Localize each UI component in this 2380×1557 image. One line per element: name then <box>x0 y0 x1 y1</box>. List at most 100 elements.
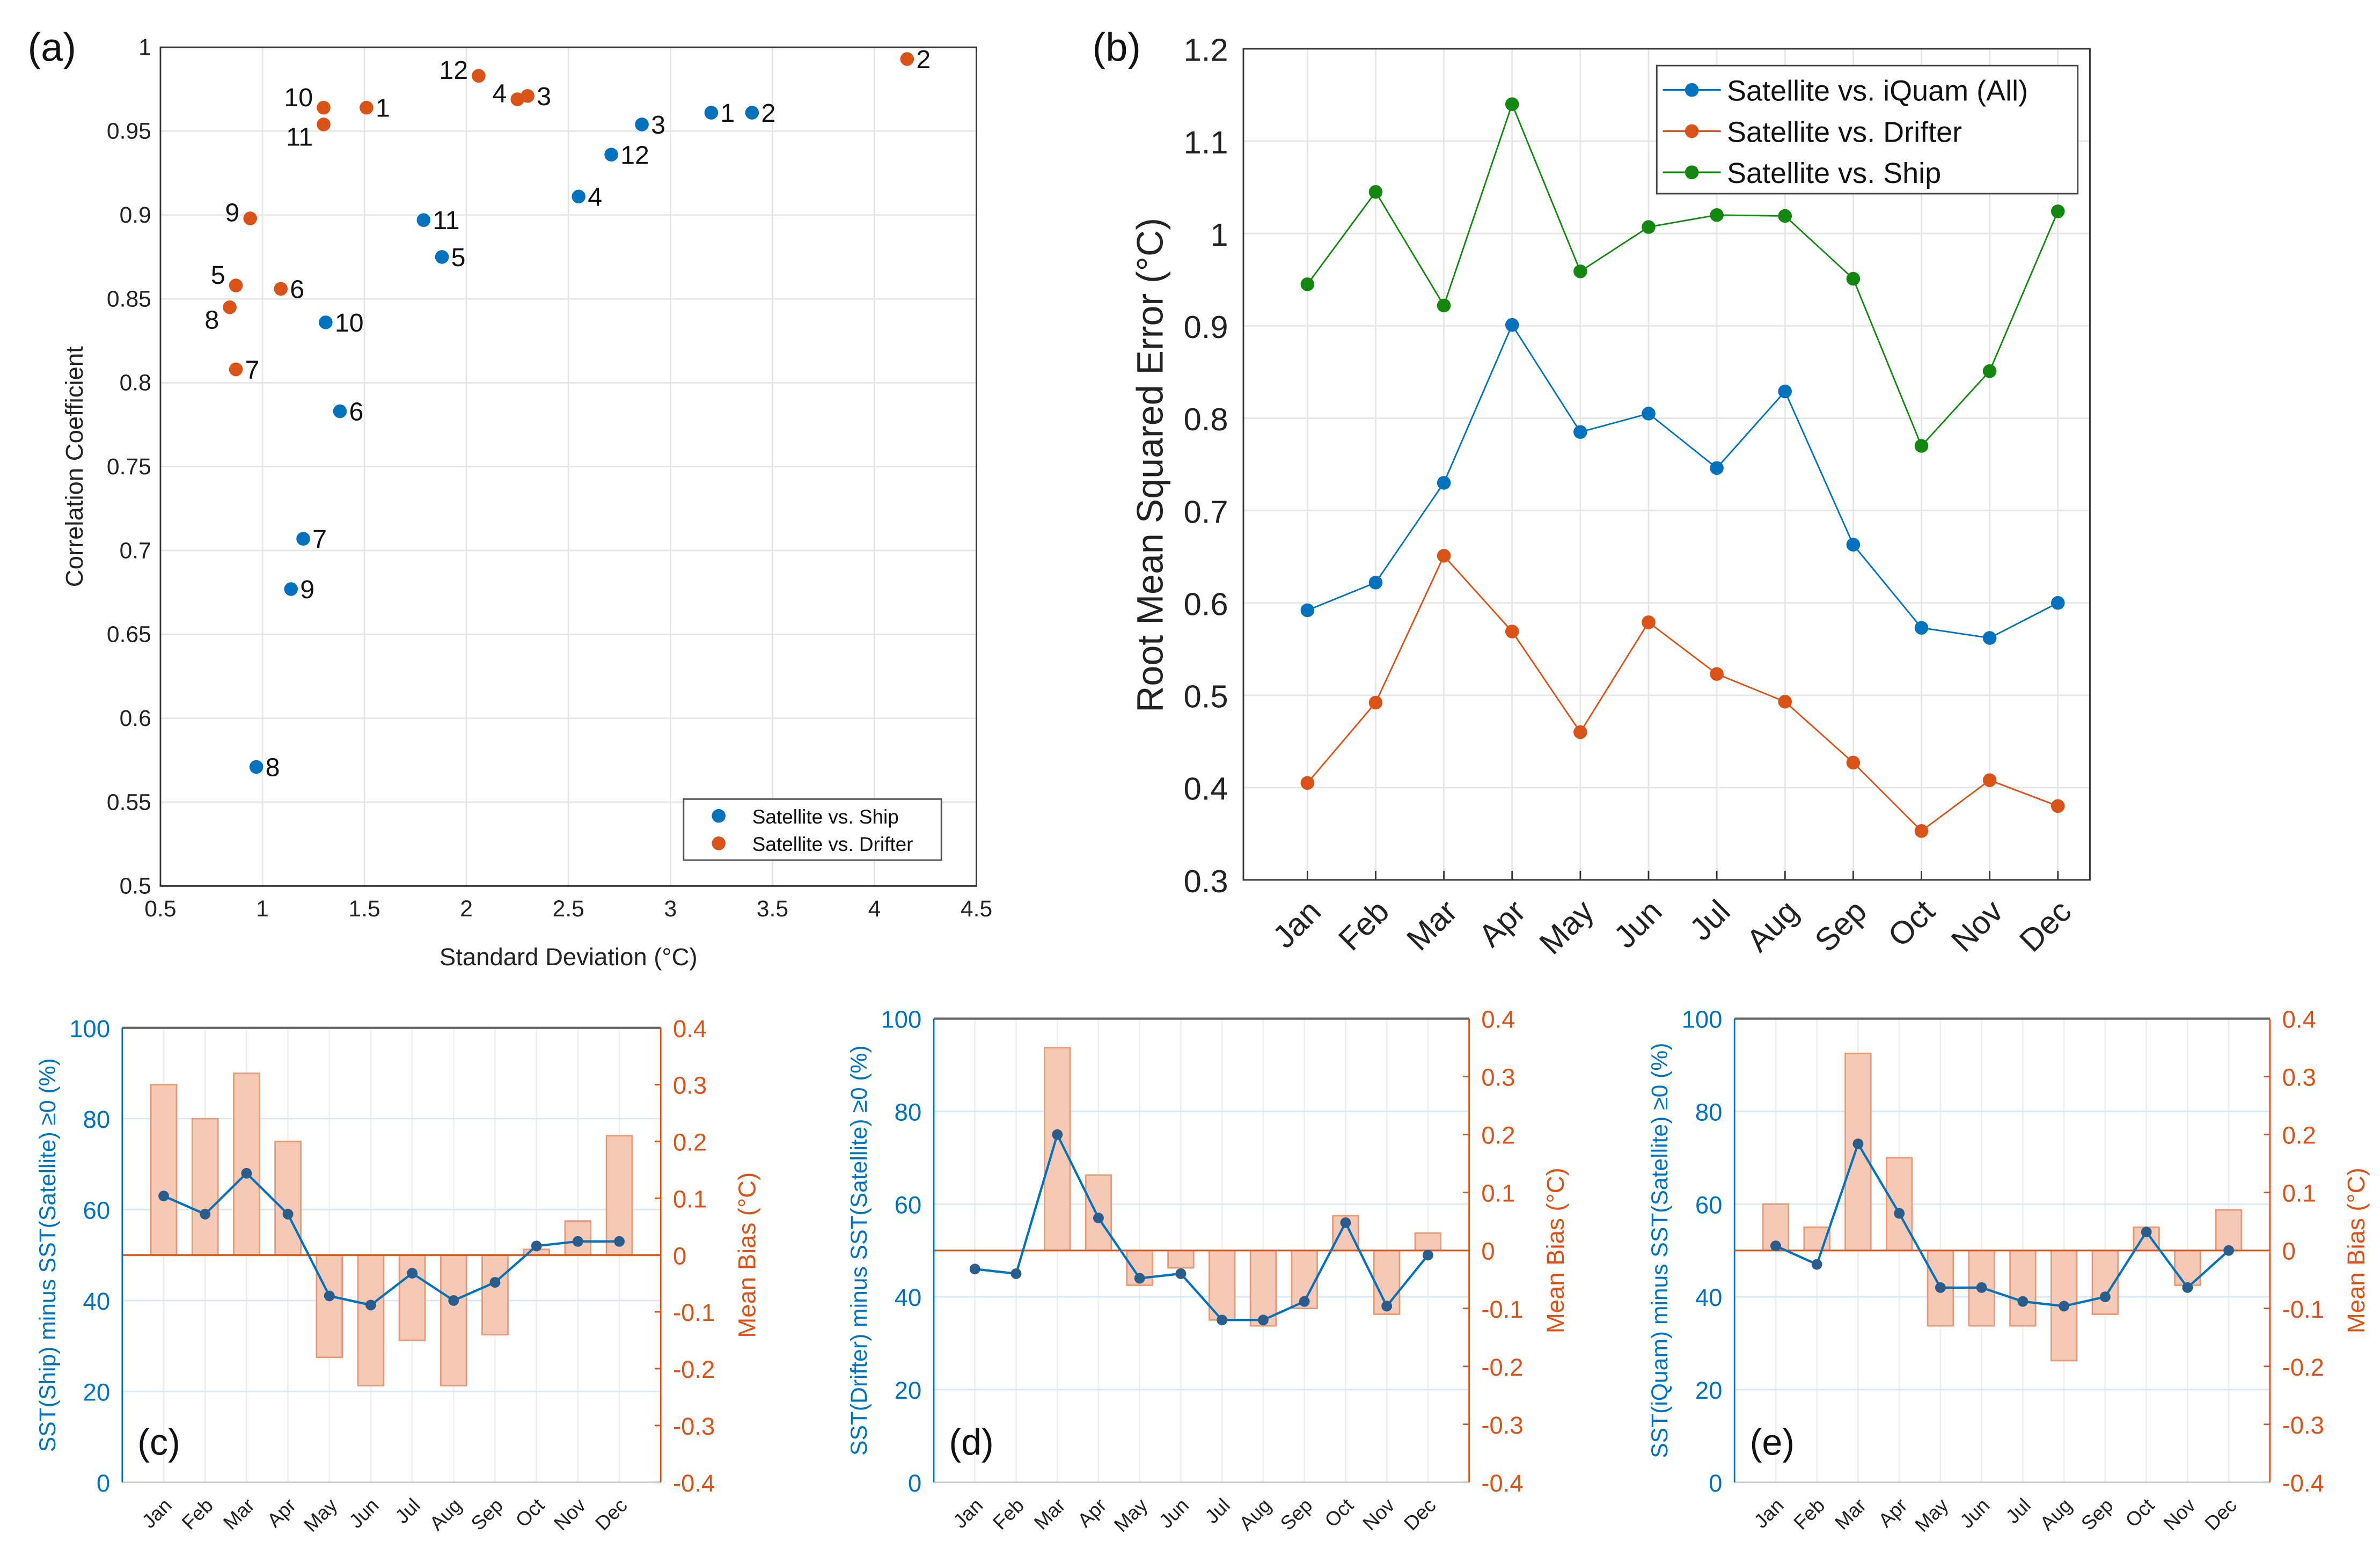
data-point <box>1505 625 1519 638</box>
right-y-tick-label: -0.4 <box>1481 1470 1523 1497</box>
plot-area-border <box>1242 48 2091 881</box>
mean-bias-bar <box>398 1254 426 1341</box>
data-point <box>284 582 298 596</box>
left-y-tick-label: 20 <box>1695 1377 1723 1404</box>
panel-label: (d) <box>949 1422 993 1463</box>
data-point <box>2051 204 2065 218</box>
percent-point <box>1217 1314 1228 1326</box>
x-tick-label: Nov <box>1358 1494 1399 1534</box>
x-tick-label: Oct <box>1320 1494 1358 1532</box>
left-y-tick-label: 0 <box>97 1470 110 1497</box>
mean-bias-bar <box>1844 1053 1872 1252</box>
right-y-tick-label: -0.1 <box>1481 1296 1523 1323</box>
plot-area-border <box>159 46 977 887</box>
left-y-tick-label: 40 <box>83 1288 111 1315</box>
mean-bias-bar <box>233 1072 260 1256</box>
y-tick-label: 0.4 <box>1184 771 1228 807</box>
legend-label: Satellite vs. Ship <box>1727 157 1941 189</box>
left-y-tick-label: 20 <box>83 1378 111 1406</box>
right-y-tick-label: -0.1 <box>673 1299 715 1326</box>
x-tick-label: Sep <box>1808 893 1873 958</box>
x-tick-label: 0.5 <box>144 896 176 922</box>
percent-point <box>158 1191 170 1202</box>
right-y-tick-label: -0.1 <box>2282 1296 2324 1323</box>
legend-label: Satellite vs. Drifter <box>752 833 913 855</box>
data-point <box>510 92 525 106</box>
mean-bias-bar <box>150 1084 178 1256</box>
x-tick-label: Nov <box>2159 1494 2200 1534</box>
percent-point <box>2099 1291 2111 1303</box>
data-point <box>1642 220 1656 234</box>
data-point <box>1914 621 1929 635</box>
legend-box <box>683 798 942 861</box>
y-tick-label: 0.6 <box>120 706 151 731</box>
data-point <box>1573 425 1587 439</box>
percent-point <box>2017 1296 2029 1307</box>
percent-line <box>163 1171 620 1306</box>
percent-point <box>448 1295 459 1306</box>
x-tick-label: Jan <box>1750 1494 1788 1532</box>
mean-bias-bar <box>316 1254 343 1358</box>
left-y-axis-label: SST(iQuam) minus SST(Satellite) ≥0 (%) <box>1647 1043 1673 1458</box>
data-point <box>2051 799 2065 813</box>
data-point <box>1778 384 1792 399</box>
y-tick-label: 1.2 <box>1184 32 1228 68</box>
mean-bias-bar <box>1414 1232 1442 1252</box>
data-point <box>223 300 237 314</box>
data-point <box>1778 695 1792 709</box>
left-y-tick-label: 60 <box>1695 1191 1723 1218</box>
left-y-tick-label: 0 <box>908 1470 921 1497</box>
point-month-label: 1 <box>720 99 735 128</box>
point-month-label: 5 <box>211 261 225 290</box>
left-y-tick-label: 100 <box>69 1015 110 1042</box>
data-point <box>572 189 586 204</box>
x-tick-label: Apr <box>1471 893 1532 953</box>
data-point <box>472 69 486 83</box>
y-tick-label: 0.55 <box>107 789 151 815</box>
percent-point <box>241 1167 252 1179</box>
x-tick-label: Jan <box>949 1494 987 1532</box>
y-tick-label: 0.7 <box>120 538 151 563</box>
percent-point <box>1257 1314 1269 1326</box>
mean-bias-bar <box>1885 1157 1913 1252</box>
y-tick-label: 0.95 <box>107 119 151 144</box>
data-point <box>243 211 258 225</box>
left-y-tick-label: 40 <box>895 1284 922 1311</box>
percent-point <box>1299 1296 1310 1307</box>
x-tick-label: 3 <box>664 896 677 922</box>
percent-point <box>2223 1245 2235 1256</box>
x-tick-label: 3.5 <box>757 896 788 922</box>
x-tick-label: Nov <box>1944 893 2010 959</box>
point-month-label: 3 <box>537 82 551 111</box>
left-y-tick-label: 100 <box>881 1006 921 1033</box>
point-month-label: 10 <box>284 83 313 112</box>
data-point <box>1505 318 1519 332</box>
mean-bias-bar <box>1167 1250 1195 1269</box>
percent-point <box>1811 1259 1822 1270</box>
y-tick-label: 0.5 <box>120 873 151 899</box>
legend-box <box>1656 64 2079 195</box>
point-month-label: 4 <box>492 79 507 108</box>
x-tick-label: 2 <box>460 896 473 922</box>
panel-label: (e) <box>1750 1422 1795 1463</box>
data-point <box>1846 271 1861 286</box>
x-tick-label: Sep <box>467 1494 507 1534</box>
x-tick-label: Oct <box>511 1494 549 1532</box>
percent-point <box>1894 1208 1905 1219</box>
point-month-label: 2 <box>916 45 931 74</box>
y-tick-label: 0.85 <box>107 286 151 312</box>
mean-bias-bar <box>2215 1209 2243 1252</box>
y-tick-label: 1 <box>1210 217 1228 253</box>
point-month-label: 11 <box>433 206 459 235</box>
point-month-label: 7 <box>245 355 260 384</box>
percent-point <box>365 1299 376 1311</box>
x-tick-label: Feb <box>178 1494 217 1534</box>
percent-point <box>1976 1282 1987 1293</box>
right-y-tick-label: 0.4 <box>673 1015 707 1042</box>
x-tick-label: May <box>1110 1494 1152 1536</box>
x-tick-label: Jun <box>345 1494 383 1532</box>
x-tick-label: May <box>1910 1494 1953 1536</box>
percent-point <box>1340 1217 1351 1228</box>
percent-point <box>1935 1282 1946 1293</box>
